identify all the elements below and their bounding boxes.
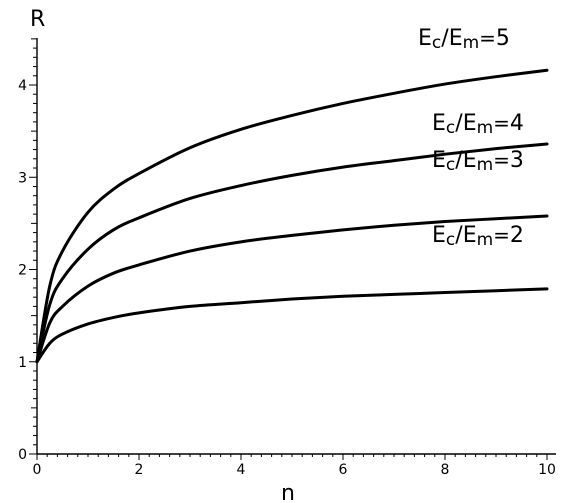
series-label-part: E — [463, 111, 477, 136]
series-label-part: = — [493, 223, 510, 247]
series-labels: Ec/Em=2Ec/Em=3Ec/Em=4Ec/Em=5 — [418, 26, 524, 250]
series-label-part: E — [432, 223, 446, 248]
series-label-part: c — [446, 155, 455, 175]
tick-marks — [29, 38, 548, 460]
series-label-part: c — [446, 230, 455, 250]
series-label-part: E — [432, 148, 446, 173]
x-tick-label: 10 — [538, 462, 556, 478]
x-tick-label: 8 — [441, 462, 450, 478]
series-line-3 — [35, 142, 549, 364]
series-label-part: = — [493, 111, 510, 135]
y-tick-label: 1 — [18, 355, 27, 371]
series-label-3: Ec/Em=4 — [432, 111, 524, 138]
series-label-part: E — [463, 223, 477, 248]
series-label-part: 4 — [510, 111, 524, 136]
y-tick-label: 0 — [18, 447, 27, 463]
series-curves — [35, 68, 549, 364]
series-label-part: / — [441, 26, 449, 51]
series-label-4: Ec/Em=5 — [418, 26, 510, 53]
series-label-part: E — [432, 111, 446, 136]
x-axis-label: n — [281, 481, 295, 503]
series-label-2: Ec/Em=3 — [432, 148, 524, 175]
series-label-part: E — [463, 148, 477, 173]
series-label-part: m — [463, 33, 480, 53]
series-label-part: = — [493, 148, 510, 172]
axes — [36, 38, 556, 455]
series-label-part: / — [455, 223, 463, 248]
y-tick-label: 3 — [18, 170, 27, 186]
x-tick-label: 4 — [237, 462, 246, 478]
series-label-part: 2 — [510, 223, 524, 248]
series-line-2 — [35, 214, 549, 364]
series-label-1: Ec/Em=2 — [432, 223, 524, 250]
series-line-4 — [35, 68, 549, 364]
x-tick-label: 6 — [339, 462, 348, 478]
series-label-part: E — [418, 26, 432, 51]
y-tick-label: 4 — [18, 78, 27, 94]
series-label-part: m — [477, 230, 494, 250]
series-label-part: 3 — [510, 148, 524, 173]
series-label-part: c — [446, 118, 455, 138]
series-label-part: c — [432, 33, 441, 53]
series-label-part: m — [477, 118, 494, 138]
series-line-1 — [35, 287, 549, 364]
series-label-part: / — [455, 111, 463, 136]
y-tick-label: 2 — [18, 263, 27, 279]
series-label-part: 5 — [496, 26, 510, 51]
tick-labels: 0 1 2 3 4 0 2 4 6 8 10 — [18, 78, 556, 478]
series-label-part: E — [449, 26, 463, 51]
y-axis-label: R — [30, 7, 45, 32]
series-label-part: / — [455, 148, 463, 173]
x-tick-label: 2 — [135, 462, 144, 478]
series-label-part: m — [477, 155, 494, 175]
x-tick-label: 0 — [33, 462, 42, 478]
series-label-part: = — [479, 26, 496, 50]
